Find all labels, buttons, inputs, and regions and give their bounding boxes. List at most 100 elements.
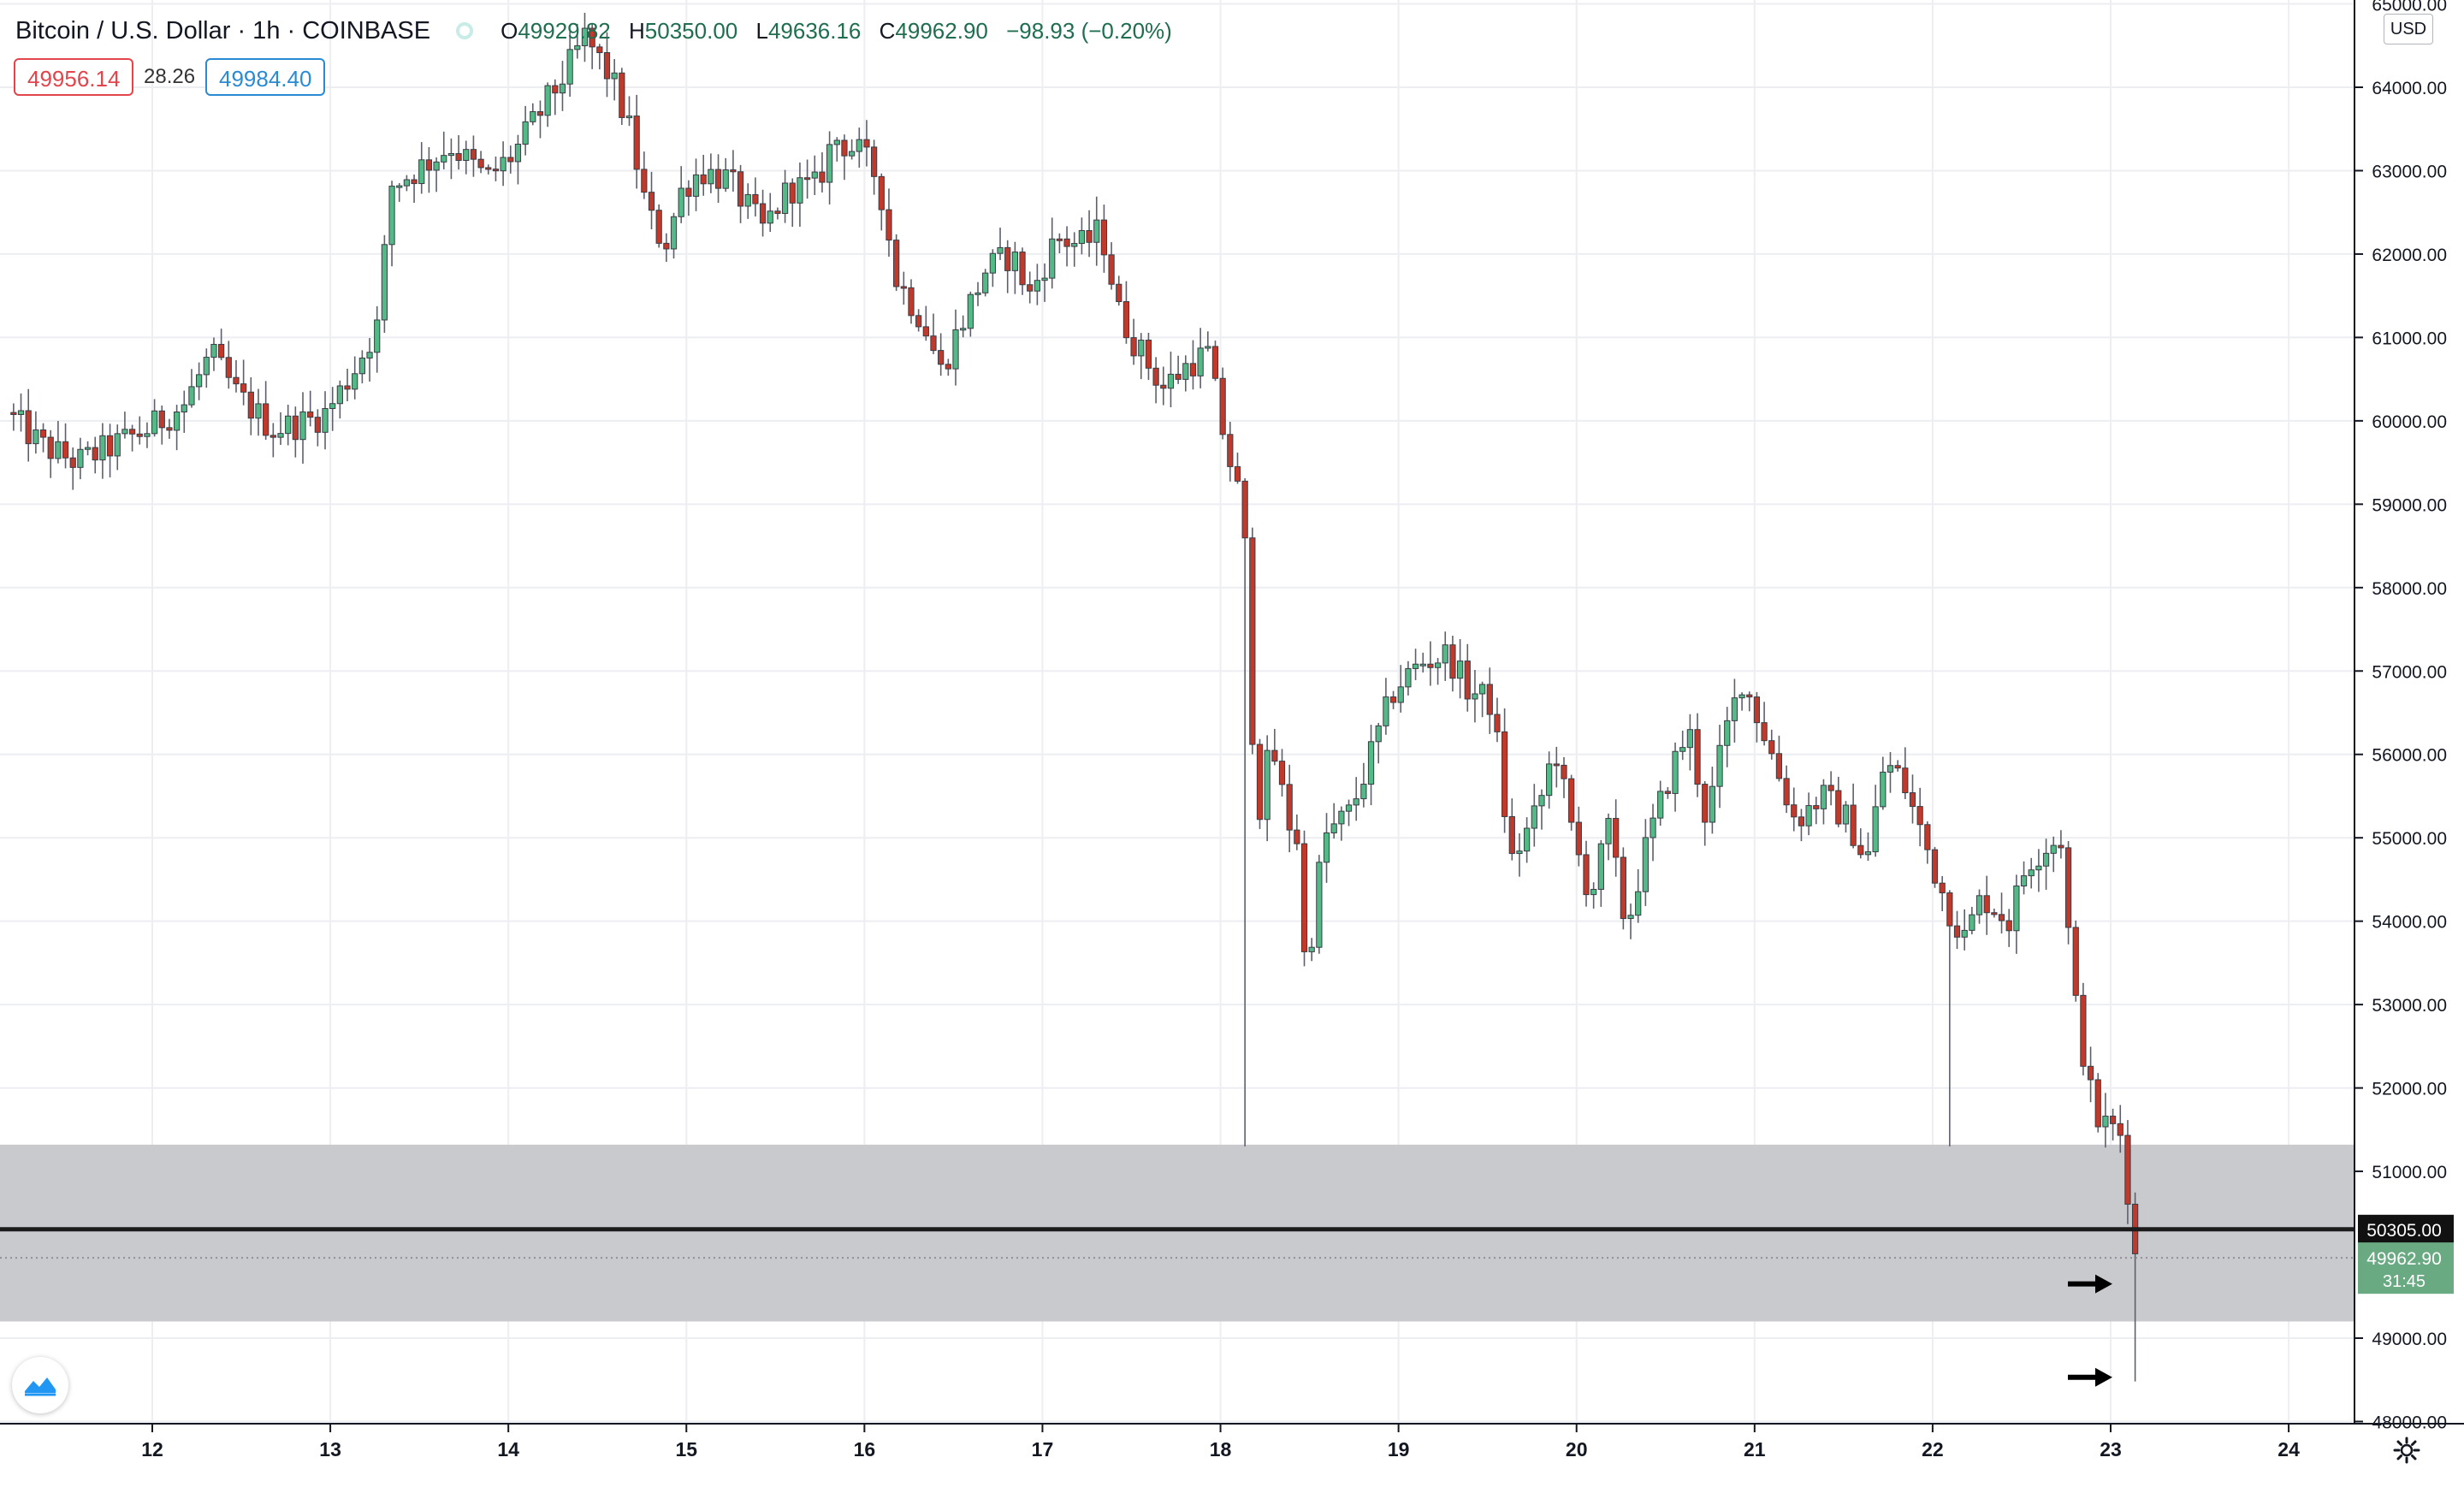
candle-up <box>1419 663 1426 667</box>
candle <box>418 142 425 194</box>
currency-button[interactable]: USD <box>2384 14 2433 44</box>
candle <box>856 127 862 168</box>
candle <box>714 154 722 204</box>
candle-down <box>908 287 915 317</box>
candle-down <box>1983 895 1990 914</box>
high-value: 50350.00 <box>644 17 738 44</box>
candle <box>381 234 388 334</box>
candle <box>2109 1108 2117 1140</box>
candle-up <box>2020 875 2028 887</box>
candle-down <box>789 182 796 204</box>
candle <box>1241 477 1248 1146</box>
line-price-tag <box>2358 1214 2454 1244</box>
candle-up <box>336 385 343 405</box>
candle-down <box>470 149 477 160</box>
candle-up <box>1360 784 1367 800</box>
candle-down <box>2058 844 2064 849</box>
candle-up <box>285 415 292 435</box>
sell-price-button[interactable]: 49956.14 <box>14 58 134 96</box>
candle-up <box>1635 891 1642 916</box>
candle <box>2042 838 2050 890</box>
time-tick-label: 19 <box>1388 1438 1410 1460</box>
right-arrow-icon <box>2068 1367 2112 1387</box>
candle-down <box>1175 373 1182 380</box>
candle <box>1761 702 1768 746</box>
candle-up <box>2035 865 2042 871</box>
candle-up <box>188 386 195 406</box>
candle-down <box>878 175 885 210</box>
candle <box>344 368 351 401</box>
candle-up <box>366 352 373 358</box>
candle <box>781 169 789 223</box>
candle-down <box>1998 914 2005 921</box>
candle-up <box>1397 686 1404 703</box>
candle-up <box>2042 852 2050 867</box>
candle-up <box>77 448 84 468</box>
candle-down <box>1620 856 1626 920</box>
candle-up <box>1093 219 1100 243</box>
candle <box>1650 803 1656 862</box>
price-tick-label: 59000.00 <box>2372 495 2447 515</box>
candle <box>692 158 700 211</box>
candle <box>708 153 714 193</box>
candle <box>900 271 907 305</box>
candle-down <box>1027 284 1034 292</box>
candle-up <box>781 182 789 214</box>
candle <box>2124 1120 2131 1224</box>
candle <box>1130 318 1137 365</box>
candle-up <box>433 161 440 171</box>
candle-down <box>166 427 173 431</box>
candle <box>1300 830 1308 967</box>
candle-up <box>151 410 158 435</box>
candle-up <box>708 169 714 185</box>
candle <box>336 380 343 419</box>
candle <box>1946 890 1953 1146</box>
candle-up <box>463 149 470 161</box>
candle-up <box>1686 729 1694 749</box>
candle <box>1122 281 1130 344</box>
candle-down <box>39 429 47 438</box>
price-tick-label: 48000.00 <box>2372 1413 2447 1432</box>
arrow-head <box>2095 1367 2112 1387</box>
candle <box>611 59 618 101</box>
candle-up <box>114 433 121 457</box>
candle <box>2020 861 2028 895</box>
candle <box>833 137 840 162</box>
last-price-label: 49962.90 <box>2366 1249 2442 1269</box>
candle <box>1686 714 1694 771</box>
candle <box>1664 787 1671 799</box>
candle <box>233 359 240 393</box>
candle <box>1286 764 1293 853</box>
symbol-title[interactable]: Bitcoin / U.S. Dollar · 1h · COINBASE <box>15 16 431 44</box>
candle <box>151 399 158 437</box>
candle <box>1308 938 1315 962</box>
candle <box>922 305 929 341</box>
candle-up <box>352 373 358 390</box>
candle <box>514 134 522 185</box>
candle-down <box>485 167 492 170</box>
candle-up <box>1969 914 1975 931</box>
candle-up <box>797 177 803 204</box>
candle-down <box>1902 767 1909 794</box>
candle <box>1791 787 1798 832</box>
candle <box>1189 340 1197 390</box>
candle <box>1182 355 1189 392</box>
candle <box>886 188 892 258</box>
candle <box>1442 631 1448 681</box>
time-tick-label: 13 <box>319 1438 341 1460</box>
candle <box>1427 641 1434 686</box>
tradingview-logo-icon[interactable] <box>12 1357 68 1413</box>
gear-icon[interactable] <box>2387 1431 2426 1470</box>
candle <box>1969 906 1975 935</box>
candle-down <box>633 116 640 170</box>
buy-price-button[interactable]: 49984.40 <box>205 58 326 96</box>
candle <box>366 338 373 382</box>
candle-down <box>69 457 76 468</box>
line-price-label: 50305.00 <box>2366 1221 2442 1241</box>
candle-up <box>522 121 529 145</box>
candle <box>633 94 640 189</box>
candle-up <box>500 157 506 172</box>
price-tick-label: 65000.00 <box>2372 0 2447 15</box>
